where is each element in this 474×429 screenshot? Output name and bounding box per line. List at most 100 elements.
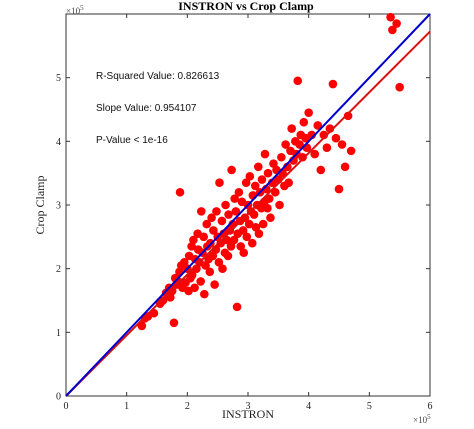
- data-point: [340, 162, 350, 172]
- data-point: [214, 258, 224, 267]
- data-point: [225, 226, 235, 235]
- y-multiplier: ×105: [66, 4, 84, 16]
- x-tick-label: 5: [367, 401, 372, 412]
- data-point: [299, 117, 309, 127]
- data-point: [202, 219, 212, 229]
- data-point: [281, 140, 290, 149]
- data-point: [229, 235, 239, 245]
- data-point: [264, 194, 274, 203]
- data-point: [218, 264, 227, 273]
- data-point: [241, 178, 251, 188]
- data-point: [258, 219, 268, 229]
- data-point: [263, 203, 272, 213]
- stats-annotation: R-Squared Value: 0.826613: [96, 71, 220, 82]
- data-point: [215, 178, 224, 188]
- y-tick-label: 2: [56, 264, 61, 275]
- data-point: [251, 222, 261, 232]
- fit-line: [65, 30, 431, 397]
- y-tick-label: 1: [56, 328, 61, 339]
- data-point: [169, 318, 179, 328]
- data-point: [392, 19, 401, 28]
- x-multiplier: ×105: [413, 413, 431, 425]
- data-point: [217, 216, 227, 226]
- data-point: [175, 187, 185, 197]
- data-point: [287, 124, 296, 133]
- data-point: [346, 146, 356, 156]
- data-point: [221, 200, 230, 210]
- data-point: [223, 251, 233, 261]
- data-point: [257, 175, 267, 184]
- data-point: [210, 280, 219, 289]
- data-point: [239, 248, 249, 258]
- data-point: [242, 232, 252, 242]
- data-point: [322, 143, 332, 152]
- data-point: [230, 194, 239, 203]
- data-point: [180, 258, 189, 267]
- x-tick-label: 0: [64, 401, 69, 412]
- data-point: [388, 25, 397, 35]
- data-point: [275, 200, 284, 210]
- data-point: [304, 108, 313, 117]
- data-point: [337, 140, 347, 149]
- data-point: [269, 159, 278, 168]
- data-point: [232, 302, 242, 312]
- data-point: [190, 283, 199, 293]
- data-point: [209, 226, 218, 235]
- data-point: [331, 133, 341, 143]
- stats-annotation: Slope Value: 0.954107: [96, 103, 197, 114]
- y-tick-label: 5: [56, 73, 61, 84]
- data-point: [200, 289, 209, 299]
- data-point: [293, 76, 303, 86]
- data-point: [158, 296, 168, 305]
- data-point: [254, 162, 263, 172]
- identity-line: [65, 13, 431, 397]
- data-point: [205, 267, 215, 277]
- data-point: [207, 213, 216, 223]
- data-point: [271, 187, 280, 197]
- data-point: [284, 178, 293, 188]
- data-point: [231, 207, 241, 216]
- y-axis-label: Crop Clamp: [33, 176, 47, 235]
- data-point: [234, 187, 244, 197]
- svg-text:×105: ×105: [66, 4, 84, 16]
- data-point: [295, 140, 304, 149]
- data-point: [257, 203, 266, 213]
- x-axis-label: INSTRON: [222, 407, 274, 421]
- data-point: [226, 242, 236, 251]
- data-point: [189, 235, 198, 245]
- data-point: [316, 165, 326, 175]
- data-point: [236, 242, 246, 251]
- data-point: [313, 121, 323, 130]
- data-point: [245, 172, 255, 181]
- data-point: [137, 321, 147, 331]
- y-tick-label: 0: [56, 392, 61, 403]
- data-point: [266, 213, 275, 223]
- x-tick-label: 4: [306, 401, 311, 412]
- data-point: [244, 219, 254, 229]
- x-tick-label: 6: [428, 401, 433, 412]
- y-tick-label: 3: [56, 201, 61, 212]
- x-tick-label: 3: [246, 401, 251, 412]
- data-point: [298, 152, 307, 162]
- data-point: [395, 82, 404, 92]
- data-point: [227, 165, 236, 175]
- data-point: [249, 210, 259, 219]
- data-point: [254, 229, 264, 238]
- data-point: [310, 149, 320, 159]
- data-point: [328, 79, 338, 89]
- data-point: [343, 111, 353, 121]
- data-point: [263, 168, 273, 178]
- data-point: [196, 277, 205, 286]
- x-tick-label: 1: [124, 401, 129, 412]
- data-point: [334, 184, 344, 194]
- chart-title: INSTRON vs Crop Clamp: [178, 0, 314, 13]
- data-point: [250, 181, 260, 191]
- svg-text:×105: ×105: [413, 413, 431, 425]
- data-point: [199, 232, 209, 242]
- data-point: [277, 152, 286, 162]
- data-point: [196, 207, 206, 216]
- stats-annotation: P-Value < 1e-16: [96, 135, 168, 146]
- data-point: [247, 238, 257, 248]
- data-point: [224, 210, 233, 219]
